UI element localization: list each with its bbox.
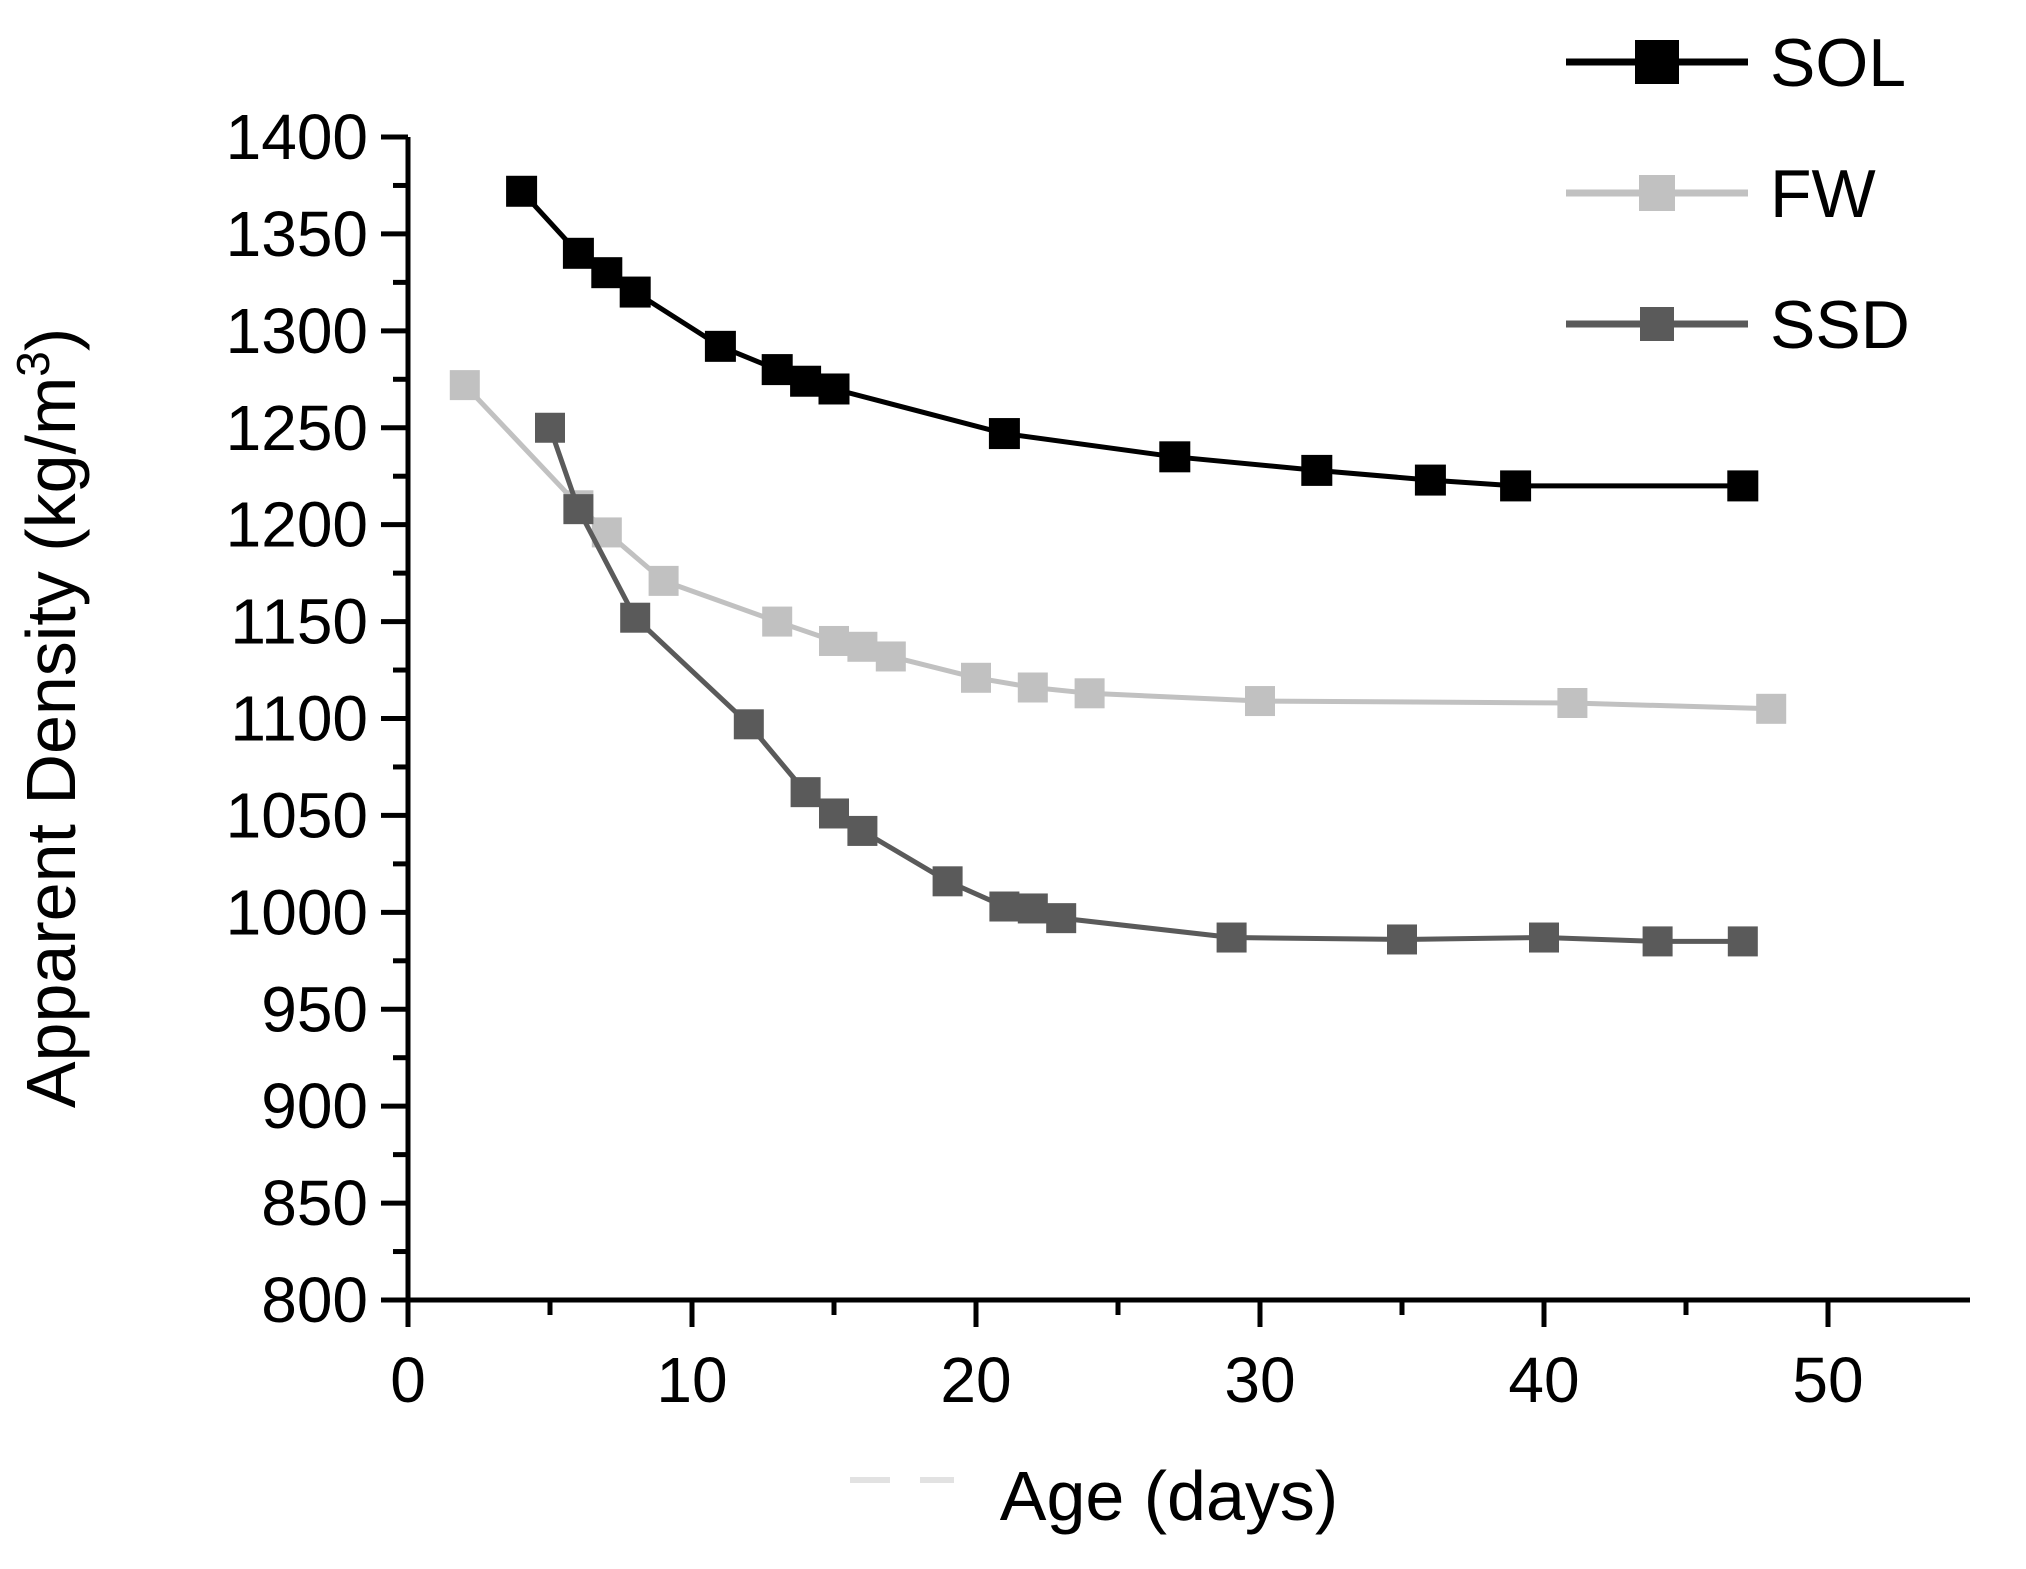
data-point-FW	[875, 641, 906, 672]
y-tick-label: 1400	[226, 101, 368, 173]
data-point-SSD	[847, 815, 878, 846]
data-point-FW	[961, 662, 991, 693]
x-tick-label: 20	[940, 1344, 1011, 1416]
y-tick-label: 950	[261, 973, 368, 1045]
x-tick-label: 30	[1224, 1344, 1295, 1416]
data-point-SOL	[619, 276, 651, 308]
data-point-SSD	[1216, 922, 1247, 953]
data-point-SSD	[1642, 926, 1673, 957]
x-tick-label: 50	[1792, 1344, 1863, 1416]
x-tick-label: 10	[656, 1344, 727, 1416]
data-point-FW	[819, 625, 849, 656]
data-point-SOL	[591, 257, 623, 289]
data-point-SSD	[620, 602, 651, 633]
y-tick-label: 1250	[226, 392, 368, 464]
y-tick-label: 1000	[226, 876, 368, 948]
y-tick-label: 1350	[226, 198, 368, 270]
y-tick-label: 800	[261, 1264, 368, 1336]
data-point-FW	[449, 370, 480, 401]
x-tick-label: 0	[390, 1344, 426, 1416]
data-point-SOL	[818, 373, 850, 405]
legend-item-FW: FW	[1566, 156, 1876, 232]
legend-item-SSD: SSD	[1566, 287, 1910, 363]
series-line-SSD	[547, 426, 1743, 944]
data-point-FW	[1017, 672, 1048, 703]
data-point-SOL	[1159, 441, 1191, 473]
legend-label-SOL: SOL	[1770, 25, 1906, 101]
y-axis-title: Apparent Density (kg/m3)	[7, 328, 90, 1108]
legend-label-FW: FW	[1770, 156, 1876, 232]
scan-artifact	[850, 1477, 890, 1483]
data-point-SOL	[1500, 470, 1532, 502]
data-point-SOL	[1301, 454, 1333, 486]
legend-item-SOL: SOL	[1566, 25, 1906, 101]
data-point-SSD	[1046, 903, 1077, 934]
legend: SOL FW SSD	[1566, 25, 1910, 363]
data-point-FW	[1756, 693, 1787, 724]
data-point-FW	[648, 565, 679, 596]
axes: 0 10 20 30 40 50 800 850 900 950 1000 1050 1100 1150 1…	[226, 101, 1970, 1416]
x-tick-label: 40	[1508, 1344, 1579, 1416]
y-tick-label: 1100	[230, 683, 368, 755]
data-point-SSD	[535, 412, 565, 443]
series-line-SOL	[519, 189, 1743, 489]
series-FW	[449, 370, 1787, 724]
y-tick-label: 1150	[230, 586, 368, 658]
data-point-SSD	[1727, 926, 1758, 957]
x-axis-title: Age (days)	[1000, 1457, 1338, 1535]
data-point-SSD	[1387, 924, 1417, 955]
series-line-FW	[462, 383, 1772, 712]
data-point-SSD	[790, 777, 821, 808]
data-point-FW	[847, 631, 878, 662]
legend-marker-SSD	[1640, 307, 1674, 341]
data-point-SOL	[790, 365, 822, 397]
y-tick-label: 850	[261, 1167, 368, 1239]
y-tick-label: 1300	[226, 295, 368, 367]
data-point-SSD	[932, 866, 963, 897]
data-point-SOL	[506, 175, 538, 207]
legend-label-SSD: SSD	[1770, 287, 1910, 363]
data-point-SOL	[562, 237, 594, 269]
y-tick-label: 1050	[226, 779, 368, 851]
series-SSD	[535, 412, 1758, 957]
scan-artifact	[920, 1477, 954, 1483]
data-point-SSD	[819, 798, 849, 829]
data-point-SSD	[563, 494, 594, 525]
data-point-FW	[1557, 687, 1588, 718]
data-point-SSD	[1017, 893, 1048, 924]
y-tick-label: 1200	[226, 489, 368, 561]
data-point-SOL	[988, 418, 1020, 450]
data-point-SSD	[733, 709, 764, 740]
data-point-FW	[762, 606, 793, 637]
legend-marker-SOL	[1635, 40, 1679, 84]
data-point-SSD	[1529, 922, 1559, 953]
y-tick-label: 900	[261, 1070, 368, 1142]
series-SOL	[506, 175, 1759, 502]
data-point-FW	[1074, 678, 1105, 709]
data-point-SOL	[761, 354, 793, 386]
data-point-SOL	[1414, 464, 1446, 496]
data-point-FW	[1245, 686, 1275, 717]
data-point-SSD	[989, 891, 1020, 922]
data-point-SOL	[1727, 470, 1759, 502]
legend-marker-FW	[1639, 175, 1675, 211]
data-point-SOL	[704, 330, 736, 362]
